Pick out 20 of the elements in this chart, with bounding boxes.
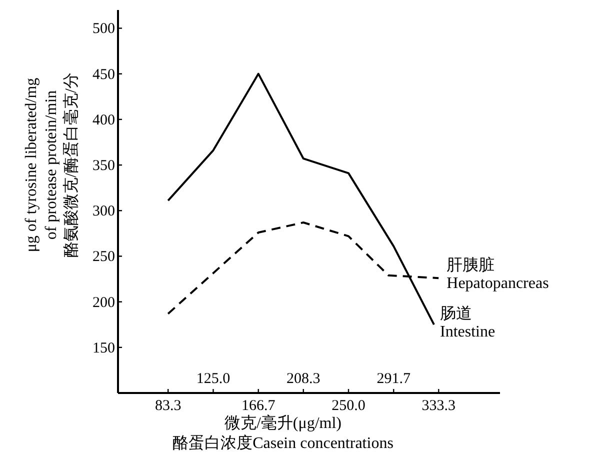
x-tick-label: 333.3 xyxy=(422,398,456,414)
y-axis-title: μg of tyrosine liberated/mg of protease protein/min 酪氨酸微克/酶蛋白毫克/分 xyxy=(23,72,80,258)
x2-tick-label: 208.3 xyxy=(286,371,320,387)
y-tick-label: 450 xyxy=(92,66,115,83)
x2-tick-label: 125.0 xyxy=(196,371,230,387)
x-tick-label: 166.7 xyxy=(241,398,276,414)
y-tick-label: 150 xyxy=(92,340,115,356)
x2-tick-label: 291.7 xyxy=(376,371,411,387)
y-tick-label: 500 xyxy=(92,21,115,38)
x-tick-label: 83.3 xyxy=(154,398,182,414)
line-series xyxy=(167,72,435,326)
series-label: 肝胰脏 Hepatopancreas xyxy=(446,256,549,292)
y-tick-label: 300 xyxy=(92,204,115,220)
x-axis-title: 微克/毫升(μg/ml) 酪蛋白浓度Casein concentrations xyxy=(172,414,394,452)
y-tick-label: 250 xyxy=(92,249,115,266)
series-label: 肠道 Intestine xyxy=(440,306,496,341)
x-tick-label: 250.0 xyxy=(332,398,366,414)
y-tick-label: 400 xyxy=(92,112,115,128)
y-tick-label: 200 xyxy=(92,294,115,311)
y-tick-label: 350 xyxy=(92,158,115,174)
